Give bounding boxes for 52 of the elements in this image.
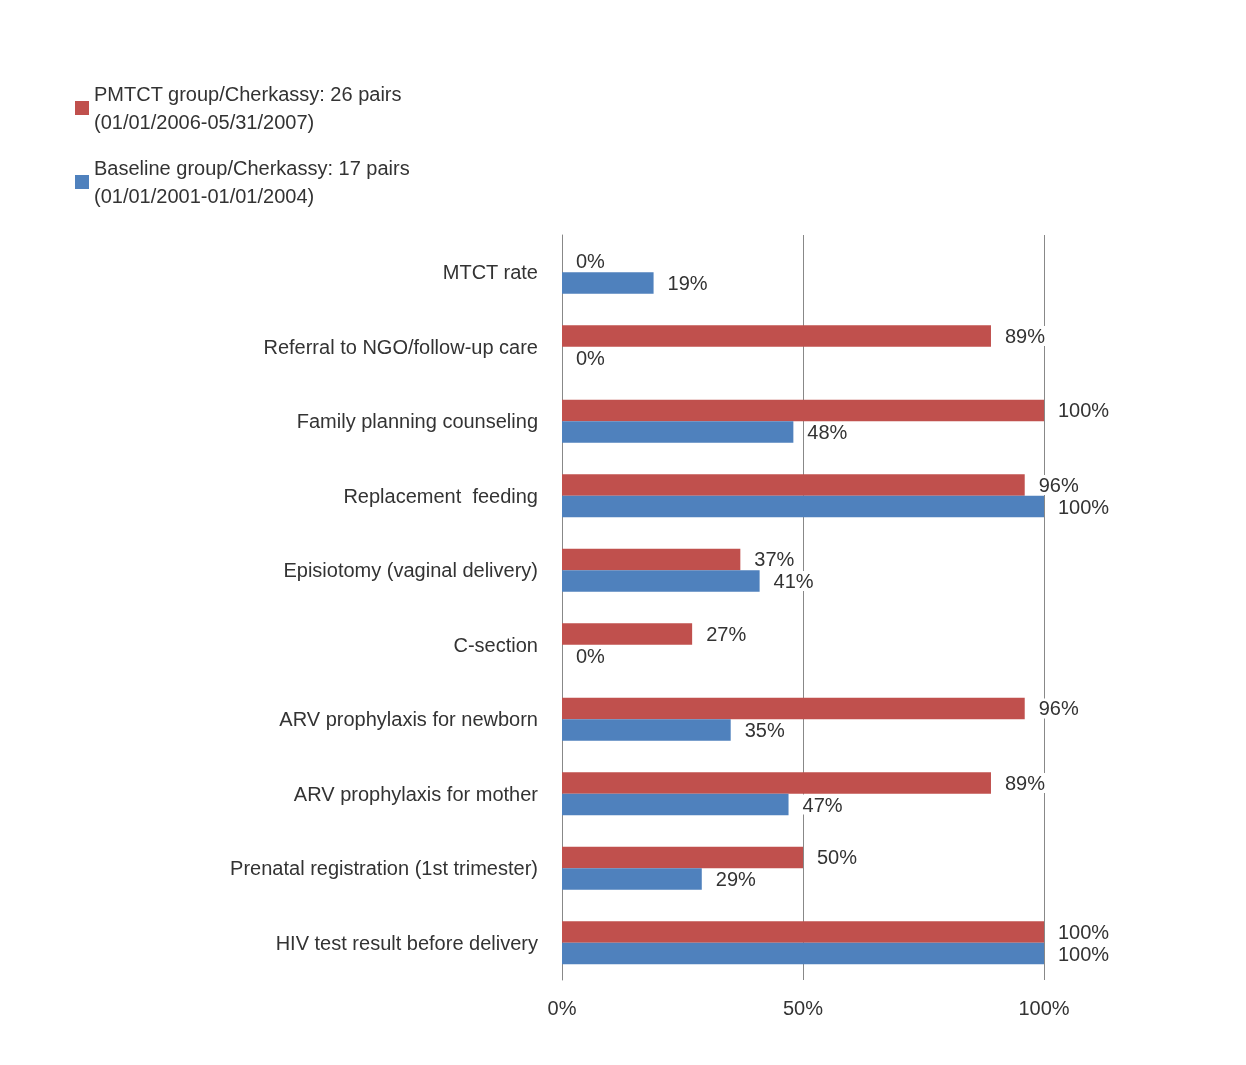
bar [562, 772, 991, 794]
y-tick-label: Replacement feeding [343, 484, 538, 507]
bar [562, 495, 1044, 518]
data-label: 100% [1058, 942, 1110, 965]
data-label: 27% [706, 622, 747, 645]
bar [562, 623, 693, 645]
data-label: 100% [1058, 495, 1110, 518]
y-tick-label: ARV prophylaxis for mother [293, 782, 539, 805]
data-label: 0% [576, 644, 606, 667]
bar [562, 719, 731, 741]
data-label: 89% [1004, 324, 1046, 347]
data-label: 47% [802, 793, 843, 816]
data-label: 100% [1058, 920, 1110, 943]
y-tick-label: Family planning counseling [296, 410, 538, 433]
y-tick-label: Referral to NGO/follow-up care [263, 335, 538, 358]
bar [562, 399, 1044, 422]
data-label: 100% [1058, 399, 1110, 422]
bar [562, 942, 1044, 965]
bar [562, 421, 794, 443]
bar [562, 868, 702, 890]
y-tick-label: ARV prophylaxis for newborn [279, 708, 538, 731]
bar [562, 325, 991, 347]
x-tick-label: 0% [547, 997, 577, 1019]
bar [562, 548, 741, 571]
y-tick-label: Episiotomy (vaginal delivery) [283, 559, 538, 582]
data-label: 29% [715, 868, 757, 891]
data-label: 89% [1004, 771, 1046, 794]
data-label: 19% [667, 272, 708, 295]
bar [562, 474, 1025, 496]
y-tick-label: MTCT rate [442, 261, 538, 284]
x-tick-label: 100% [1018, 997, 1070, 1019]
legend-label: Baseline group/Cherkassy: 17 pairs (01/01/2001-01/01/2004) [94, 157, 416, 207]
bar [562, 793, 789, 816]
y-tick-label: Prenatal registration (1st trimester) [230, 857, 538, 880]
y-tick-label: HIV test result before delivery [275, 931, 538, 954]
data-label: 0% [576, 346, 606, 369]
bar [562, 272, 654, 294]
bar [562, 921, 1044, 943]
legend-label: PMTCT group/Cherkassy: 26 pairs (01/01/2006-05/31/2007) [94, 83, 408, 133]
bar [562, 570, 760, 592]
data-label: 41% [773, 570, 814, 593]
x-tick-label: 50% [782, 997, 824, 1019]
data-label: 50% [817, 846, 858, 869]
data-label: 0% [576, 250, 606, 273]
bar [562, 846, 803, 869]
data-label: 96% [1038, 473, 1079, 496]
y-tick-label: C-section [453, 633, 538, 656]
data-label: 35% [744, 719, 785, 742]
data-label: 37% [754, 548, 795, 571]
data-label: 96% [1038, 697, 1079, 720]
data-label: 48% [807, 421, 848, 444]
bar [562, 697, 1025, 720]
